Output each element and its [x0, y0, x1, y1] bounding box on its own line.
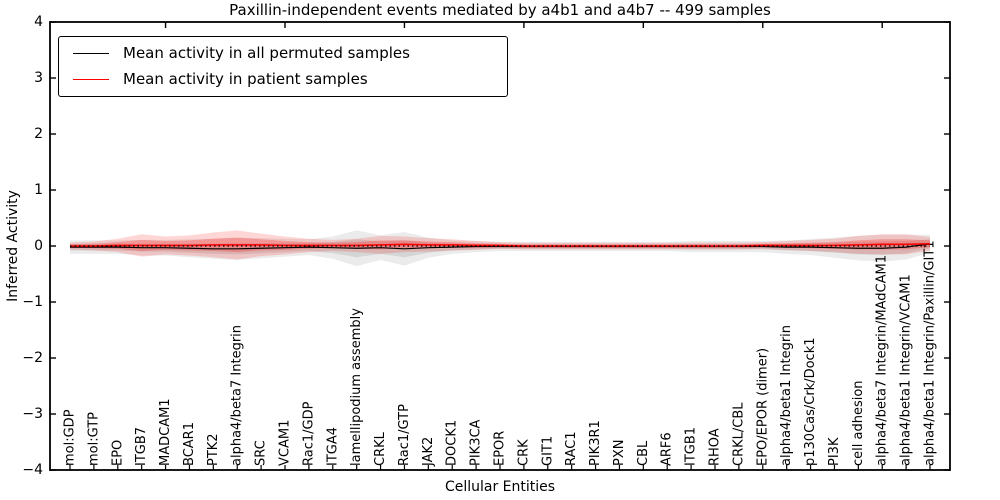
x-tick-label: mol:GDP — [63, 409, 78, 466]
x-tick-label: EPO — [110, 440, 125, 466]
y-axis-label: Inferred Activity — [5, 190, 21, 302]
y-tick-label: 4 — [34, 14, 43, 30]
x-tick-label: CRKL — [373, 431, 388, 466]
y-tick-label: −1 — [22, 294, 43, 310]
x-axis-label: Cellular Entities — [444, 479, 556, 495]
x-tick-label: RAC1 — [564, 431, 579, 466]
x-tick-label: alpha4/beta1 Integrin — [779, 325, 794, 466]
x-tick-label: PIK3R1 — [588, 420, 603, 466]
legend-entry-permuted: Mean activity in all permuted samples — [59, 40, 507, 66]
x-tick-label: alpha4/beta1 Integrin/VCAM1 — [899, 274, 914, 466]
x-tick-label: VCAM1 — [278, 420, 293, 466]
x-tick-label: ARF6 — [660, 432, 675, 466]
legend-entry-patient: Mean activity in patient samples — [59, 66, 507, 92]
y-tick-label: −2 — [22, 350, 43, 366]
x-tick-label: PTK2 — [206, 433, 221, 466]
x-tick-label: Rac1/GTP — [397, 404, 412, 466]
x-tick-label: PIK3CA — [469, 419, 484, 466]
x-tick-label: ITGA4 — [325, 427, 340, 466]
x-tick-label: EPO/EPOR (dimer) — [755, 348, 770, 466]
x-tick-label: mol:GTP — [86, 412, 101, 466]
x-tick-label: alpha4/beta7 Integrin/MAdCAM1 — [875, 255, 890, 466]
x-tick-label: BCAR1 — [182, 422, 197, 466]
x-tick-label: GIT1 — [540, 436, 555, 466]
x-tick-label: MADCAM1 — [158, 398, 173, 466]
band — [70, 230, 930, 267]
legend-label-permuted: Mean activity in all permuted samples — [123, 44, 410, 62]
x-tick-label: p130Cas/Crk/Dock1 — [803, 337, 818, 466]
y-tick-label: −3 — [22, 406, 43, 422]
x-tick-label: EPOR — [493, 431, 508, 466]
x-tick-label: SRC — [254, 440, 269, 466]
x-tick-label: ITGB1 — [684, 427, 699, 466]
legend: Mean activity in all permuted samples Me… — [58, 36, 508, 97]
legend-line-permuted-icon — [73, 52, 109, 54]
band — [70, 239, 930, 258]
x-tick-label: alpha4/beta7 Integrin — [230, 325, 245, 466]
x-tick-label: RHOA — [708, 428, 723, 466]
x-tick-label: CBL — [636, 440, 651, 466]
chart-title: Paxillin-independent events mediated by … — [229, 1, 771, 19]
x-tick-label: PXN — [612, 440, 627, 466]
x-tick-label: ITGB7 — [134, 427, 149, 466]
mean-line — [70, 243, 931, 250]
y-tick-label: −4 — [22, 462, 43, 478]
x-tick-label: CRK — [516, 439, 531, 466]
legend-line-patient-icon — [73, 78, 109, 80]
x-tick-label: JAK2 — [421, 437, 436, 467]
legend-label-patient: Mean activity in patient samples — [123, 70, 368, 88]
y-tick-label: 2 — [34, 126, 43, 142]
x-tick-label: CRKL/CBL — [731, 402, 746, 466]
x-tick-label: PI3K — [827, 437, 842, 466]
x-tick-label: DOCK1 — [445, 420, 460, 466]
y-tick-label: 0 — [34, 238, 43, 254]
x-tick-label: Rac1/GDP — [301, 401, 316, 466]
y-tick-label: 1 — [34, 182, 43, 198]
x-tick-label: lamellipodium assembly — [349, 308, 364, 466]
x-tick-label: cell adhesion — [851, 380, 866, 466]
x-tick-label: alpha4/beta1 Integrin/Paxillin/GIT1 — [923, 240, 938, 466]
y-tick-label: 3 — [34, 70, 43, 86]
